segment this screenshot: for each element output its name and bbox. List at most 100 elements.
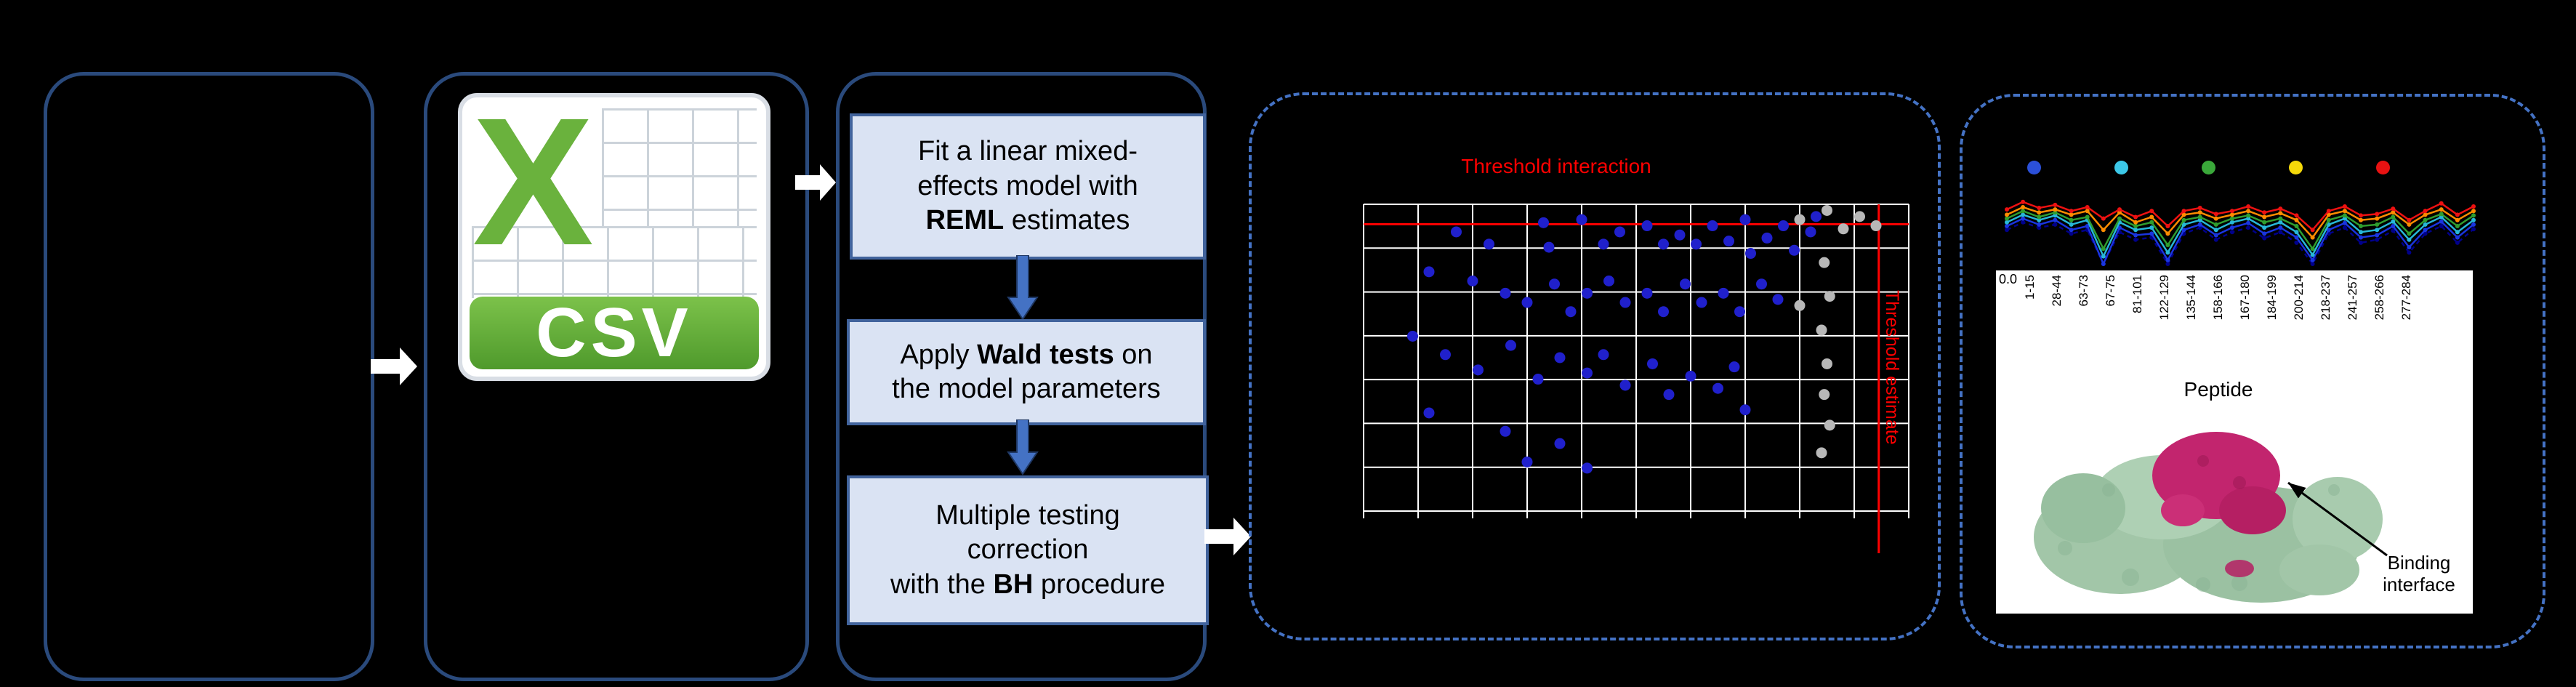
peptide-tick-row: 1-15 28-44 63-73 67-75 81-101 122-129 135-144 1… xyxy=(2016,275,2420,375)
scatter-point xyxy=(1423,407,1435,419)
scatter-point xyxy=(1712,382,1723,394)
scatter-point xyxy=(1822,358,1832,369)
scatter-title: Threshold interaction xyxy=(1461,155,1651,177)
scatter-point xyxy=(1805,226,1816,238)
scatter-point xyxy=(1538,217,1549,228)
legend-dot xyxy=(2114,161,2128,174)
condition-legend-dots xyxy=(2027,161,2390,174)
scatter-point xyxy=(1641,287,1653,299)
step-box-bh: Multiple testing correction with the BH pr… xyxy=(847,475,1209,625)
epitope-line-orange xyxy=(2006,206,2474,239)
binding-interface-region xyxy=(2161,494,2205,526)
scatter-point xyxy=(1680,278,1691,290)
legend-dot xyxy=(2289,161,2303,174)
caption-line-2: interface xyxy=(2383,573,2455,595)
protein-structure-svg xyxy=(2034,432,2383,603)
scatter-point xyxy=(1663,389,1675,401)
step-text-line: effects model with xyxy=(917,170,1138,201)
scatter-point xyxy=(1647,358,1658,369)
scatter-point xyxy=(1500,287,1511,299)
scatter-point xyxy=(1598,238,1609,250)
epitope-line-chart-svg xyxy=(2005,199,2476,267)
protein-surface-texture xyxy=(2102,483,2115,497)
csv-banner: CSV xyxy=(470,294,759,371)
scatter-point xyxy=(1407,330,1418,342)
scatter-point xyxy=(1614,226,1625,238)
flow-arrow-1 xyxy=(371,346,419,390)
scatter-point xyxy=(1819,389,1830,401)
scatter-point xyxy=(1582,367,1593,379)
peptide-tick-label: 28-44 xyxy=(2049,275,2064,307)
step-down-arrow-1 xyxy=(1001,254,1045,324)
step-text-line: REML estimates xyxy=(925,205,1130,236)
scatter-point xyxy=(1838,223,1849,235)
peptide-tick-label: 200-214 xyxy=(2292,275,2306,321)
binding-interface-region xyxy=(2219,486,2286,534)
scatter-point xyxy=(1723,236,1734,247)
scatter-point xyxy=(1619,379,1631,391)
scatter-point xyxy=(1423,266,1435,278)
peptide-tick-label: 135-144 xyxy=(2183,275,2198,321)
peptide-tick-label: 122-129 xyxy=(2157,275,2171,321)
scatter-point xyxy=(1778,220,1789,232)
scatter-point xyxy=(1554,352,1566,363)
caption-line-1: Binding xyxy=(2387,552,2451,574)
scatter-point xyxy=(1603,276,1614,286)
scatter-point xyxy=(1816,324,1827,336)
csv-x-letter: X xyxy=(472,93,594,283)
scatter-plot-svg xyxy=(1363,204,1909,553)
epitope-line-navy-dotted xyxy=(2006,221,2474,266)
protein-surface-texture xyxy=(2328,484,2340,496)
scatter-point xyxy=(1658,306,1669,318)
scatter-point xyxy=(1582,287,1593,299)
scatter-point xyxy=(1554,438,1566,449)
step-box-wald: Apply Wald tests on the model parameters xyxy=(847,319,1206,425)
scatter-point xyxy=(1822,204,1832,216)
binding-interface-region xyxy=(2225,560,2254,577)
scatter-point xyxy=(1505,340,1516,351)
peptide-axis-label: Peptide xyxy=(2183,378,2253,401)
scatter-point xyxy=(1582,462,1593,474)
right-arrow-icon xyxy=(795,164,836,201)
scatter-point xyxy=(1549,278,1560,290)
down-arrow-icon xyxy=(1007,254,1039,321)
right-arrow-icon xyxy=(1204,518,1251,555)
protein-surface-texture xyxy=(2231,575,2247,591)
csv-banner-label: CSV xyxy=(536,294,693,372)
scatter-point xyxy=(1451,226,1462,238)
panel-csv-file: X CSV xyxy=(424,72,809,681)
protein-surface-texture xyxy=(2058,541,2072,555)
scatter-point xyxy=(1685,370,1696,382)
panel-threshold-scatter: Threshold interaction Threshold estimate xyxy=(1249,92,1941,640)
scatter-point xyxy=(1598,349,1609,361)
step-text-line: correction xyxy=(967,534,1089,566)
csv-grid-cells xyxy=(602,108,757,226)
scatter-point xyxy=(1819,257,1830,268)
scatter-point xyxy=(1576,214,1587,225)
scatter-point xyxy=(1473,364,1484,376)
csv-grid-cells xyxy=(471,225,757,299)
scatter-vertical-annotation: Threshold estimate xyxy=(1882,290,1902,445)
scatter-point xyxy=(1854,211,1865,222)
epitope-line-green xyxy=(2006,209,2474,251)
scatter-point xyxy=(1794,300,1806,311)
peptide-tick-label: 158-166 xyxy=(2210,275,2225,321)
scatter-point xyxy=(1707,220,1718,232)
epitope-line-cyan xyxy=(2006,214,2474,259)
protein-surface xyxy=(2279,545,2359,595)
binding-interface-caption: Binding interface xyxy=(2368,552,2470,596)
scatter-point xyxy=(1761,232,1773,244)
scatter-point xyxy=(1500,425,1511,437)
step-down-arrow-2 xyxy=(1001,419,1045,479)
scatter-point xyxy=(1658,238,1669,250)
peptide-tick-label: 167-180 xyxy=(2238,275,2253,321)
panel-statistics-steps: Fit a linear mixed-effects model with REM… xyxy=(836,72,1209,681)
scatter-point xyxy=(1756,278,1767,290)
peptide-tick-label: 63-73 xyxy=(2076,275,2090,307)
csv-file-icon: X CSV xyxy=(458,93,770,381)
protein-surface-texture xyxy=(2122,569,2139,586)
scatter-point xyxy=(1696,297,1707,308)
scatter-point xyxy=(1739,404,1751,416)
flow-arrow-3 xyxy=(1204,516,1252,561)
right-arrow-icon xyxy=(371,347,417,385)
